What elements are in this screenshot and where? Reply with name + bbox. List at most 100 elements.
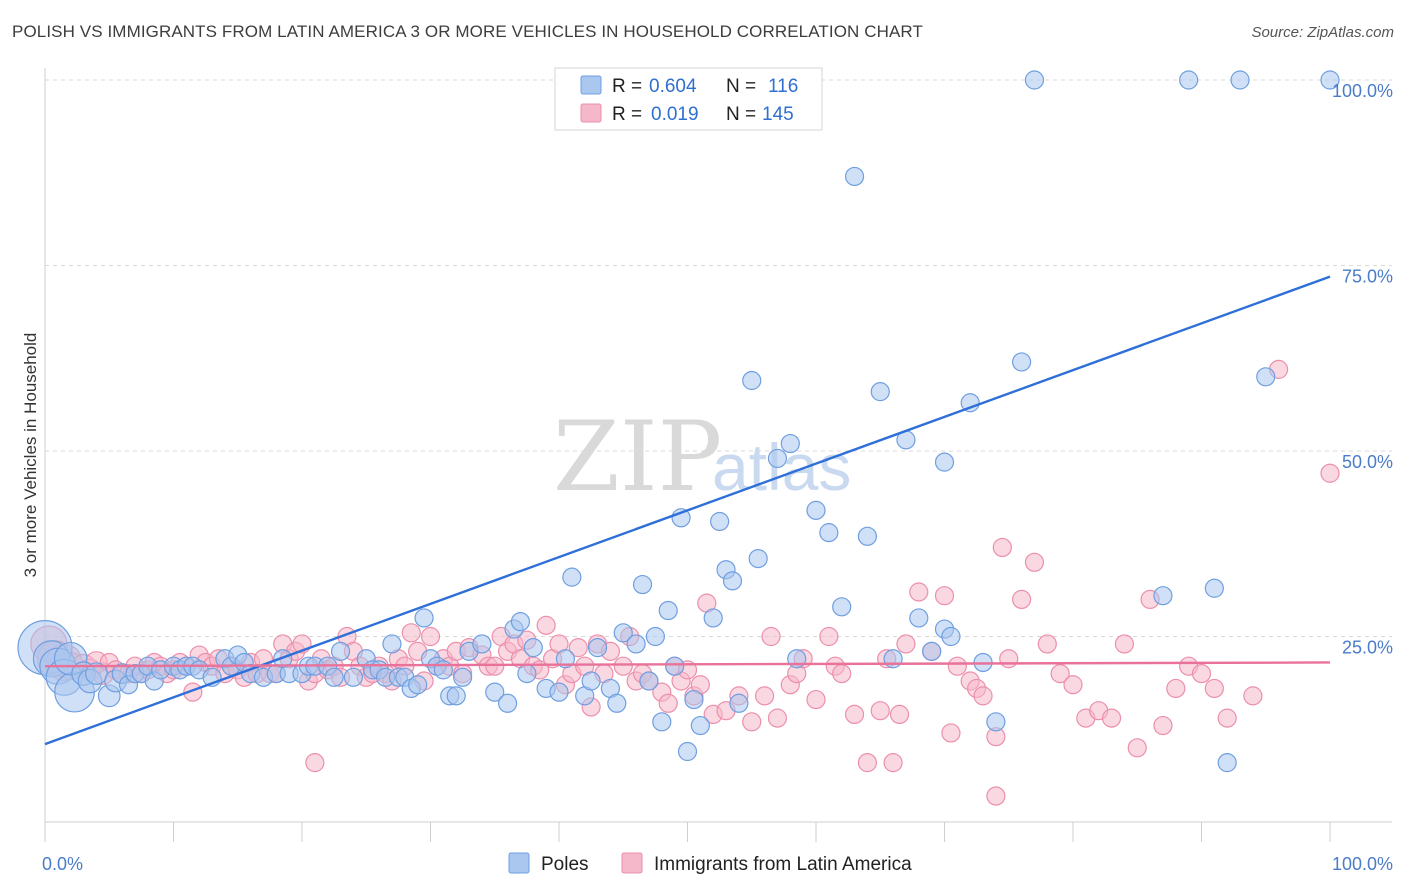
poles-point bbox=[382, 634, 402, 654]
immigrants-point bbox=[806, 689, 826, 710]
immigrants-point bbox=[305, 753, 325, 773]
watermark-zip: ZIP bbox=[553, 401, 722, 513]
legend-r-value-poles: 0.604 bbox=[649, 76, 697, 97]
poles-point bbox=[729, 693, 749, 713]
poles-point bbox=[857, 526, 878, 546]
immigrants-trend-line bbox=[44, 661, 1331, 668]
poles-point bbox=[626, 634, 646, 654]
poles-point bbox=[780, 433, 800, 454]
poles-point bbox=[555, 649, 576, 669]
immigrants-point bbox=[1114, 634, 1135, 654]
x-tick-label-min: 0.0% bbox=[42, 854, 83, 874]
immigrants-point bbox=[658, 693, 678, 713]
poles-point bbox=[722, 571, 743, 591]
bottom-legend-swatch-poles bbox=[508, 852, 530, 874]
poles-point bbox=[658, 600, 678, 621]
immigrants-point bbox=[857, 753, 878, 773]
y-axis-title: 3 or more Vehicles in Household bbox=[21, 333, 40, 578]
poles-point bbox=[1320, 70, 1340, 90]
immigrants-point bbox=[1127, 738, 1147, 758]
immigrants-point bbox=[754, 686, 775, 706]
grid-lines bbox=[45, 79, 1392, 637]
poles-point bbox=[1204, 578, 1224, 598]
poles-point bbox=[523, 638, 543, 658]
poles-point bbox=[710, 511, 730, 532]
axes bbox=[44, 68, 1392, 842]
poles-point bbox=[613, 623, 633, 643]
bottom-legend-swatch-immigrants bbox=[621, 852, 643, 874]
poles-point bbox=[652, 712, 672, 732]
y-tick-label-100: 100.0% bbox=[1332, 81, 1393, 101]
legend-n-value-poles: 116 bbox=[768, 76, 798, 97]
x-tick-label-max: 100.0% bbox=[1332, 854, 1393, 874]
poles-point bbox=[433, 660, 453, 680]
immigrants-point bbox=[883, 753, 903, 773]
y-tick-labels: 25.0% 50.0% 75.0% 100.0% bbox=[1332, 81, 1393, 658]
immigrants-point bbox=[1166, 678, 1186, 699]
poles-point bbox=[1153, 586, 1173, 606]
legend-n-value-immigrants: 145 bbox=[762, 104, 794, 125]
poles-point bbox=[767, 448, 788, 469]
poles-point bbox=[941, 626, 961, 647]
immigrants-point bbox=[1011, 589, 1032, 610]
poles-point bbox=[607, 693, 627, 713]
poles-point bbox=[485, 682, 505, 702]
poles-point bbox=[510, 612, 531, 632]
poles-point bbox=[934, 452, 955, 472]
series-legend: Poles Immigrants from Latin America bbox=[508, 852, 912, 875]
poles-point bbox=[581, 671, 601, 691]
poles-point bbox=[1230, 70, 1250, 90]
poles-point bbox=[883, 649, 903, 669]
poles-point bbox=[645, 626, 665, 647]
correlation-legend: R = 0.604 N = 116 R = 0.019 N = 145 bbox=[554, 67, 823, 131]
immigrants-point bbox=[973, 686, 993, 706]
immigrants-point bbox=[889, 704, 910, 725]
immigrants-point bbox=[947, 656, 967, 676]
immigrants-point bbox=[613, 656, 633, 676]
bottom-legend-label-immigrants: Immigrants from Latin America bbox=[654, 854, 912, 875]
poles-point bbox=[844, 166, 865, 187]
poles-point bbox=[703, 608, 723, 628]
poles-points bbox=[17, 70, 1340, 773]
immigrants-point bbox=[870, 701, 890, 721]
poles-point bbox=[408, 675, 428, 695]
immigrants-point bbox=[1037, 634, 1057, 654]
poles-point bbox=[922, 641, 942, 661]
immigrants-point bbox=[1050, 663, 1070, 684]
source-label: Source: ZipAtlas.com bbox=[1251, 24, 1394, 41]
poles-point bbox=[684, 689, 704, 710]
poles-point bbox=[960, 393, 980, 413]
poles-point bbox=[587, 638, 608, 658]
immigrants-point bbox=[1204, 678, 1224, 699]
bottom-legend-label-poles: Poles bbox=[541, 854, 589, 875]
poles-point bbox=[330, 641, 351, 661]
poles-point bbox=[690, 715, 710, 736]
poles-point bbox=[446, 686, 466, 706]
legend-swatch-immigrants bbox=[580, 103, 602, 123]
poles-point bbox=[639, 671, 659, 691]
poles-point bbox=[517, 663, 537, 684]
poles-point bbox=[1217, 753, 1237, 773]
immigrants-point bbox=[536, 615, 556, 635]
y-tick-label-75: 75.0% bbox=[1342, 267, 1393, 287]
poles-point bbox=[324, 667, 344, 687]
immigrants-point bbox=[1217, 708, 1237, 728]
poles-point bbox=[832, 597, 852, 617]
legend-swatch-poles bbox=[580, 75, 602, 95]
legend-r-label-immigrants: R = bbox=[612, 104, 642, 125]
immigrants-point bbox=[896, 634, 916, 654]
poles-point bbox=[677, 741, 698, 762]
immigrants-point bbox=[420, 626, 441, 647]
poles-point bbox=[665, 656, 685, 676]
immigrants-point bbox=[999, 649, 1019, 669]
immigrants-point bbox=[767, 708, 788, 728]
immigrants-point bbox=[1101, 708, 1122, 728]
immigrants-point bbox=[992, 537, 1012, 558]
immigrants-point bbox=[401, 623, 421, 643]
poles-point bbox=[562, 567, 582, 587]
poles-point bbox=[1179, 70, 1199, 90]
legend-n-label-immigrants: N = bbox=[726, 104, 756, 125]
poles-point bbox=[1011, 352, 1032, 372]
poles-point bbox=[453, 667, 473, 687]
